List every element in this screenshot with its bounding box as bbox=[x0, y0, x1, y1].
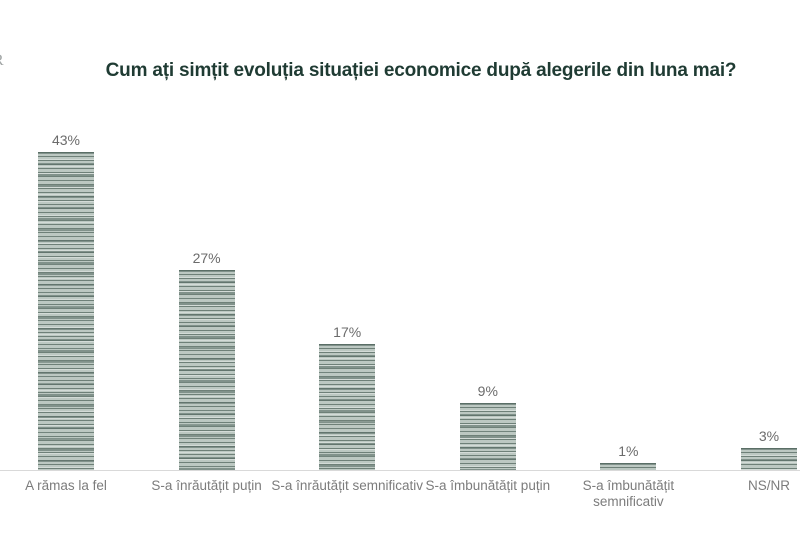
bar-value-label-5: 1% bbox=[618, 443, 639, 459]
x-axis-line bbox=[0, 470, 800, 471]
bar-5 bbox=[600, 463, 656, 470]
bar-3 bbox=[319, 344, 375, 470]
category-label-1: A rămas la fel bbox=[25, 478, 107, 493]
bar-6 bbox=[741, 448, 797, 470]
category-label-3: S-a înrăutățit semnificativ bbox=[271, 478, 423, 493]
category-label-5: S-a îmbunătățit semnificativ bbox=[582, 478, 675, 509]
bar-value-label-4: 9% bbox=[477, 383, 498, 399]
bar-value-label-3: 17% bbox=[333, 324, 362, 340]
category-label-2: S-a înrăutățit puțin bbox=[151, 478, 262, 493]
chart-title: Cum ați simțit evoluția situației econom… bbox=[105, 60, 737, 81]
bar-value-label-2: 27% bbox=[192, 250, 221, 266]
bar-value-label-6: 3% bbox=[758, 428, 780, 444]
logo-fragment: R bbox=[0, 52, 4, 70]
bar-2 bbox=[179, 270, 235, 470]
bar-4 bbox=[460, 403, 516, 470]
bar-value-label-1: 43% bbox=[51, 132, 81, 148]
category-label-6: NS/NR bbox=[747, 478, 791, 493]
category-label-4: S-a îmbunătățit puțin bbox=[425, 478, 551, 493]
bar-1 bbox=[38, 152, 94, 470]
